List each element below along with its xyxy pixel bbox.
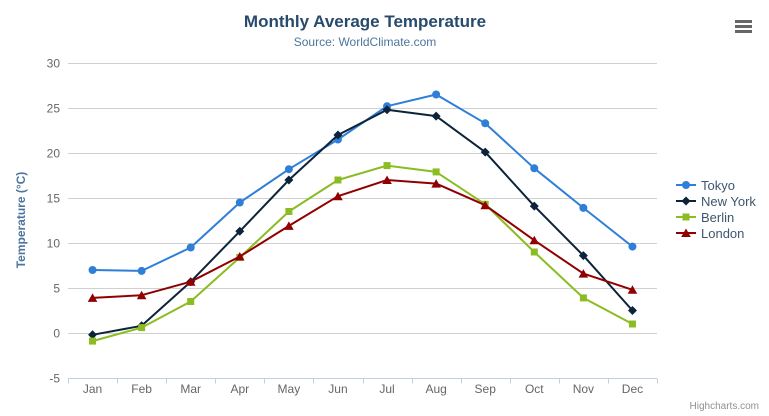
y-tick-label: 30 [47, 57, 61, 71]
legend-item-london[interactable]: London [676, 225, 756, 241]
x-tick-label: Apr [230, 382, 249, 396]
y-tick-label: 0 [53, 327, 60, 341]
legend-item-tokyo[interactable]: Tokyo [676, 177, 756, 193]
legend-label: New York [701, 193, 756, 209]
x-tick-label: Sep [475, 382, 497, 396]
series-layer[interactable] [87, 90, 638, 345]
gridlines [68, 63, 657, 379]
hamburger-bar [735, 25, 752, 28]
chart-title: Monthly Average Temperature [243, 12, 487, 31]
axis-labels: -5 0 5 10 15 20 25 30 Jan Feb Mar Apr May Jun Jul Aug Se… [47, 57, 643, 397]
hamburger-bar [735, 20, 752, 23]
series-tokyo[interactable] [88, 90, 637, 275]
legend-label: London [701, 225, 745, 241]
y-tick-label: 10 [47, 237, 61, 251]
legend-label: Tokyo [701, 177, 735, 193]
y-tick-label: -5 [49, 372, 60, 386]
chart-subtitle: Source: WorldClimate.com [293, 35, 437, 49]
legend-item-berlin[interactable]: Berlin [676, 209, 756, 225]
axes [68, 378, 658, 384]
legend: Tokyo New York Berlin London [676, 177, 756, 241]
series-new-york[interactable] [88, 105, 637, 340]
y-axis-title: Temperature (°C) [14, 172, 28, 269]
x-tick-label: Mar [180, 382, 201, 396]
x-tick-label: Feb [131, 382, 152, 396]
series-london[interactable] [87, 175, 638, 302]
circle-marker-icon [676, 181, 696, 189]
hamburger-bar [735, 30, 752, 33]
x-tick-label: Jun [328, 382, 347, 396]
x-tick-label: Oct [525, 382, 544, 396]
hamburger-icon[interactable] [735, 20, 752, 33]
y-tick-label: 25 [47, 102, 61, 116]
x-tick-label: Dec [622, 382, 643, 396]
credits-link[interactable]: Highcharts.com [689, 401, 759, 412]
x-tick-label: Jul [379, 382, 394, 396]
y-tick-label: 15 [47, 192, 61, 206]
x-tick-label: May [278, 382, 301, 396]
diamond-marker-icon [676, 196, 696, 206]
x-tick-label: Aug [425, 382, 446, 396]
square-marker-icon [676, 213, 696, 221]
legend-item-new-york[interactable]: New York [676, 193, 756, 209]
x-tick-label: Jan [83, 382, 102, 396]
triangle-marker-icon [676, 228, 696, 237]
x-tick-label: Nov [573, 382, 594, 396]
y-tick-label: 20 [47, 147, 61, 161]
y-tick-label: 5 [53, 282, 60, 296]
legend-label: Berlin [701, 209, 735, 225]
